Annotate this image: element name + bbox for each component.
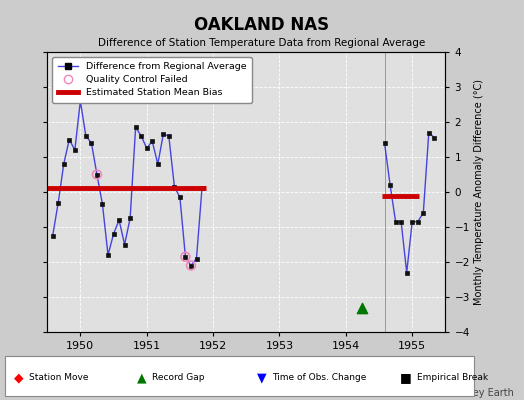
Point: [93, 171, 101, 178]
Point: [181, 254, 190, 260]
Text: Record Gap: Record Gap: [152, 374, 204, 382]
Text: Station Move: Station Move: [29, 374, 89, 382]
Text: Berkeley Earth: Berkeley Earth: [442, 388, 514, 398]
Y-axis label: Monthly Temperature Anomaly Difference (°C): Monthly Temperature Anomaly Difference (…: [474, 79, 484, 305]
Text: ▼: ▼: [257, 372, 267, 384]
Text: ■: ■: [400, 372, 412, 384]
Text: ◆: ◆: [14, 372, 23, 384]
Point: [358, 304, 367, 311]
Text: Empirical Break: Empirical Break: [417, 374, 488, 382]
Point: [187, 262, 195, 269]
Legend: Difference from Regional Average, Quality Control Failed, Estimated Station Mean: Difference from Regional Average, Qualit…: [52, 57, 252, 103]
Text: OAKLAND NAS: OAKLAND NAS: [194, 16, 330, 34]
Text: Difference of Station Temperature Data from Regional Average: Difference of Station Temperature Data f…: [99, 38, 425, 48]
Text: ▲: ▲: [137, 372, 146, 384]
Text: Time of Obs. Change: Time of Obs. Change: [272, 374, 367, 382]
